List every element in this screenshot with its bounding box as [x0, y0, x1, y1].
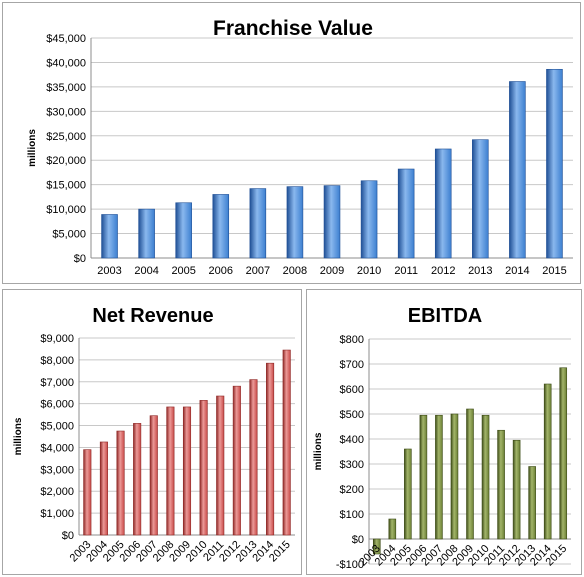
- y-tick-label: $500: [340, 409, 364, 421]
- y-tick-label: $9,000: [40, 333, 74, 345]
- bar-2008: [286, 186, 304, 259]
- bar-2013: [249, 379, 258, 536]
- y-tick-label: $8,000: [40, 355, 74, 367]
- bar-2005: [116, 430, 125, 536]
- franchise-value-chart: Franchise Value $0 $5,000 $10,000 $15,000 $20…: [27, 17, 573, 277]
- bar-2003: [101, 214, 118, 259]
- x-tick-label: 2007: [246, 265, 270, 277]
- bar-2003: [83, 449, 92, 536]
- bar-2015: [559, 367, 568, 540]
- bar-2010: [360, 180, 378, 259]
- bar-2012: [512, 439, 521, 540]
- y-axis-label: millions: [27, 129, 38, 167]
- bar-2014: [266, 362, 275, 536]
- y-tick-label: $2,000: [40, 486, 74, 498]
- y-tick-label: $15,000: [46, 180, 86, 192]
- y-tick-label: $0: [74, 253, 86, 265]
- y-tick-label: $600: [340, 384, 364, 396]
- y-axis-label: millions: [13, 417, 24, 455]
- y-tick-label: $400: [340, 434, 364, 446]
- bar-2006: [133, 423, 142, 536]
- bar-2009: [323, 185, 341, 259]
- y-tick-label: $5,000: [40, 421, 74, 433]
- x-tick-label: 2005: [171, 265, 195, 277]
- bar-2011: [216, 395, 225, 536]
- y-tick-label: $45,000: [46, 33, 86, 45]
- x-tick-label: 2006: [209, 265, 233, 277]
- y-tick-label: $0: [352, 534, 364, 546]
- x-tick-label: 2011: [394, 265, 418, 277]
- x-tick-label: 2014: [505, 265, 529, 277]
- y-tick-label: -$100: [336, 559, 364, 571]
- x-tick-label: 2003: [97, 265, 121, 277]
- bar-2005: [404, 448, 412, 540]
- y-tick-label: $700: [340, 359, 364, 371]
- bar-2014: [509, 81, 526, 259]
- y-tick-label: $25,000: [46, 131, 86, 143]
- y-tick-label: $300: [340, 459, 364, 471]
- bar-2015: [546, 68, 563, 259]
- bar-2004: [388, 518, 397, 540]
- x-tick-label: 2009: [320, 265, 344, 277]
- chart-title: Net Revenue: [92, 305, 213, 327]
- y-tick-label: $3,000: [40, 464, 74, 476]
- ebitda-chart: EBITDA -$100 $0 $100 $200 $300 $400 $500 $600 $70…: [313, 305, 571, 571]
- bar-2015: [282, 349, 291, 536]
- x-tick-label: 2010: [357, 265, 381, 277]
- y-tick-label: $10,000: [46, 204, 86, 216]
- bar-2007: [435, 414, 443, 540]
- bar-2013: [472, 139, 489, 259]
- bar-2004: [99, 441, 108, 536]
- y-tick-label: $7,000: [40, 377, 74, 389]
- y-tick-label: $1,000: [40, 508, 74, 520]
- y-tick-label: $800: [340, 334, 364, 346]
- bar-2014: [543, 383, 552, 540]
- y-tick-label: $20,000: [46, 155, 86, 167]
- ebitda-panel: EBITDA -$100 $0 $100 $200 $300 $400 $500 $600 $70…: [306, 289, 582, 575]
- y-tick-label: $4,000: [40, 442, 74, 454]
- y-tick-label: $35,000: [46, 82, 86, 94]
- y-tick-label: $30,000: [46, 106, 86, 118]
- y-tick-label: $200: [340, 484, 364, 496]
- bar-2011: [397, 168, 415, 259]
- bar-2010: [199, 400, 208, 536]
- chart-title: Franchise Value: [213, 17, 373, 40]
- bar-2007: [149, 415, 158, 536]
- franchise-value-panel: Franchise Value $0 $5,000 $10,000 $15,000 $20…: [2, 2, 581, 284]
- bar-2009: [466, 408, 474, 540]
- x-tick-label: 2004: [134, 265, 158, 277]
- bar-2004: [138, 208, 155, 259]
- bar-2006: [419, 414, 428, 540]
- bar-2005: [175, 202, 192, 259]
- bar-2013: [528, 466, 536, 540]
- bar-2010: [481, 414, 490, 540]
- y-tick-label: $0: [62, 530, 74, 542]
- bar-2012: [434, 148, 452, 259]
- bar-2009: [182, 406, 192, 536]
- bar-2012: [232, 385, 241, 536]
- bar-2006: [212, 194, 230, 259]
- net-revenue-panel: Net Revenue $0 $1,000 $2,000 $3,000 $4,000 $5,…: [2, 289, 302, 575]
- bar-2003: [372, 538, 381, 555]
- bar-2008: [450, 413, 459, 540]
- y-tick-label: $100: [340, 509, 364, 521]
- y-axis-label: millions: [313, 432, 324, 470]
- chart-title: EBITDA: [408, 305, 482, 327]
- bar-2011: [497, 429, 505, 540]
- x-tick-label: 2013: [468, 265, 492, 277]
- x-tick-label: 2012: [431, 265, 455, 277]
- bar-2008: [166, 406, 175, 536]
- net-revenue-chart: Net Revenue $0 $1,000 $2,000 $3,000 $4,000 $5,…: [13, 305, 295, 564]
- y-tick-label: $5,000: [52, 229, 86, 241]
- y-tick-label: $40,000: [46, 57, 86, 69]
- y-tick-label: $6,000: [40, 399, 74, 411]
- x-tick-label: 2008: [283, 265, 307, 277]
- x-tick-label: 2015: [542, 265, 566, 277]
- bar-2007: [249, 188, 267, 259]
